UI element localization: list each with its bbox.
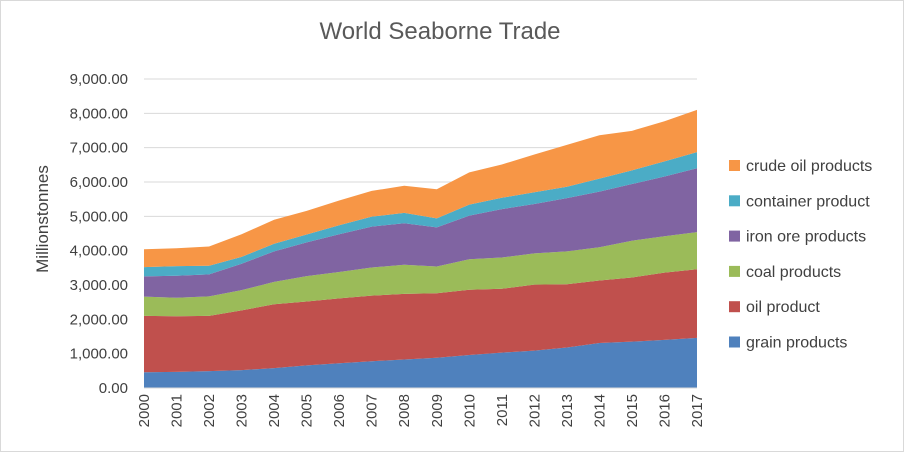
legend-label: crude oil products [746,158,872,175]
legend-swatch [729,195,740,207]
y-tick-label: 3,000.00 [70,277,128,294]
area-iron-ore-products [144,168,697,298]
area-crude-oil-products [144,109,697,268]
x-tick-label: 2015 [624,394,641,427]
y-tick-label: 1,000.00 [70,346,128,363]
legend-swatch [729,160,740,171]
x-tick-label: 2004 [266,394,283,427]
plot-areas [144,109,697,388]
axes: 0.00 1,000.00 2,000.00 3,000.00 4,000.00 5,00… [70,71,706,427]
chart-title: World Seaborne Trade [319,18,560,45]
y-tick-label: 0.00 [99,380,128,397]
x-tick-label: 2001 [169,394,186,427]
legend-swatch [729,301,740,313]
x-tick-label: 2016 [656,394,673,427]
y-axis-label: Millionstonnes [33,165,52,273]
x-tick-label: 2003 [234,394,251,427]
legend-swatch [729,265,740,277]
y-tick-label: 2,000.00 [70,311,128,328]
y-tick-label: 8,000.00 [70,105,128,122]
y-tick-label: 6,000.00 [70,174,128,191]
legend-label: grain products [746,335,847,352]
y-tick-label: 5,000.00 [70,208,128,225]
x-tick-label: 2014 [591,394,608,427]
x-tick-label: 2002 [201,394,218,427]
y-tick-label: 9,000.00 [70,71,128,88]
area-oil-product [144,269,697,373]
x-tick-label: 2008 [396,394,413,427]
legend-swatch [729,336,740,348]
y-tick-label: 7,000.00 [70,140,128,157]
area-container-product [144,152,697,277]
area-coal-products [144,232,697,317]
x-tick-label: 2000 [136,394,153,427]
x-tick-label: 2017 [689,394,706,427]
x-tick-label: 2005 [299,394,316,427]
x-tick-label: 2007 [364,394,381,427]
x-tick-label: 2013 [559,394,576,427]
legend: crude oil products container product iron … [729,158,872,352]
x-tick-label: 2010 [461,394,478,427]
legend-label: oil product [746,299,820,316]
area-grain-products [144,337,697,388]
legend-label: coal products [746,264,841,281]
x-tick-label: 2011 [494,394,511,426]
legend-swatch [729,230,740,242]
legend-label: container product [746,193,870,210]
x-tick-label: 2006 [331,394,348,427]
x-tick-label: 2012 [526,394,543,427]
y-tick-label: 4,000.00 [70,243,128,260]
legend-label: iron ore products [746,229,866,246]
x-tick-label: 2009 [429,394,446,427]
